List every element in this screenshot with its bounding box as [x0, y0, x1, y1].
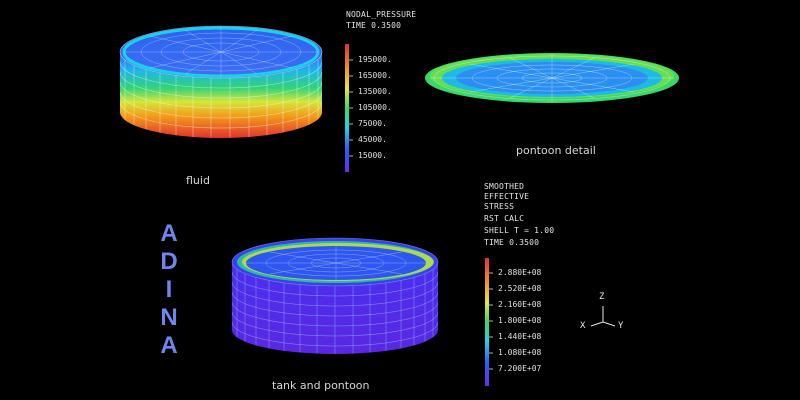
stress-level-label: 1.440E+08	[498, 332, 542, 341]
logo-letter: A	[160, 220, 178, 247]
axis-triad	[590, 306, 616, 327]
stress-legend-line: EFFECTIVE	[484, 192, 530, 201]
pressure-level-label: 195000.	[358, 55, 392, 64]
stress-level-label: 2.880E+08	[498, 268, 542, 277]
pressure-level-label: 135000.	[358, 87, 392, 96]
stress-legend-line: STRESS	[484, 202, 515, 211]
stress-legend-line: SHELL T = 1.00	[484, 226, 555, 235]
axis-z-label: Z	[599, 292, 605, 302]
tank-cylinder	[231, 237, 439, 354]
stress-legend-line: SMOOTHED	[484, 182, 525, 191]
stress-colorbar	[485, 258, 493, 386]
pressure-colorbar	[345, 44, 353, 172]
pressure-level-label: 45000.	[358, 135, 387, 144]
pontoon-disc	[425, 53, 679, 103]
stress-legend-line: RST CALC	[484, 214, 525, 223]
pressure-level-label: 105000.	[358, 103, 392, 112]
logo-letter: I	[165, 276, 173, 303]
pressure-legend-title: NODAL_PRESSURE	[346, 10, 417, 19]
tank-caption: tank and pontoon	[272, 379, 370, 392]
pressure-level-label: 75000.	[358, 119, 387, 128]
pressure-legend-time: TIME 0.3500	[346, 21, 402, 30]
pontoon-caption: pontoon detail	[516, 144, 596, 157]
logo-letter: N	[160, 304, 178, 331]
logo-letter: A	[160, 332, 178, 359]
fluid-cylinder	[119, 25, 323, 138]
stress-level-label: 2.160E+08	[498, 300, 542, 309]
stress-legend-line: TIME 0.3500	[484, 238, 540, 247]
axis-x-label: X	[580, 321, 586, 331]
adina-logo: A D I N A	[158, 220, 180, 360]
logo-letter: D	[160, 248, 178, 275]
pressure-level-label: 165000.	[358, 71, 392, 80]
stress-level-label: 7.200E+07	[498, 364, 542, 373]
stress-level-label: 1.800E+08	[498, 316, 542, 325]
fluid-caption: fluid	[186, 174, 210, 187]
stress-level-label: 1.080E+08	[498, 348, 542, 357]
stress-level-label: 2.520E+08	[498, 284, 542, 293]
axis-y-label: Y	[618, 321, 624, 331]
pressure-level-label: 15000.	[358, 151, 387, 160]
